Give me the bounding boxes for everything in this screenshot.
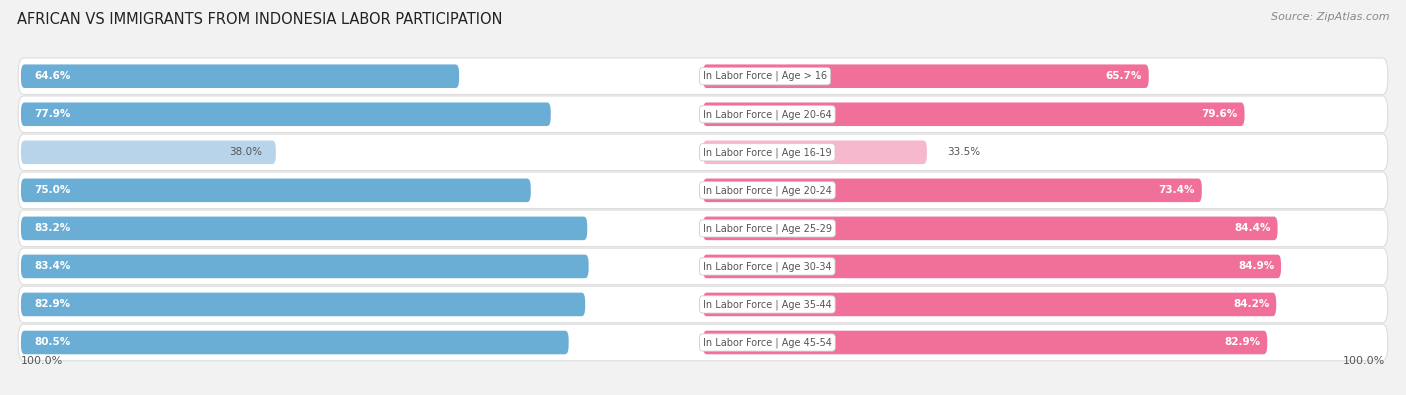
- FancyBboxPatch shape: [18, 286, 1388, 323]
- Text: In Labor Force | Age 20-64: In Labor Force | Age 20-64: [703, 109, 832, 120]
- FancyBboxPatch shape: [21, 255, 589, 278]
- Text: In Labor Force | Age 35-44: In Labor Force | Age 35-44: [703, 299, 832, 310]
- FancyBboxPatch shape: [703, 64, 1149, 88]
- FancyBboxPatch shape: [21, 179, 531, 202]
- FancyBboxPatch shape: [21, 64, 460, 88]
- Text: In Labor Force | Age 16-19: In Labor Force | Age 16-19: [703, 147, 831, 158]
- Text: 84.2%: 84.2%: [1233, 299, 1270, 309]
- FancyBboxPatch shape: [703, 216, 1278, 240]
- FancyBboxPatch shape: [21, 102, 551, 126]
- Text: AFRICAN VS IMMIGRANTS FROM INDONESIA LABOR PARTICIPATION: AFRICAN VS IMMIGRANTS FROM INDONESIA LAB…: [17, 12, 502, 27]
- Text: 33.5%: 33.5%: [948, 147, 981, 157]
- Legend: African, Immigrants from Indonesia: African, Immigrants from Indonesia: [568, 391, 838, 395]
- Text: 77.9%: 77.9%: [35, 109, 72, 119]
- FancyBboxPatch shape: [21, 141, 276, 164]
- Text: In Labor Force | Age > 16: In Labor Force | Age > 16: [703, 71, 827, 81]
- FancyBboxPatch shape: [18, 58, 1388, 94]
- FancyBboxPatch shape: [703, 179, 1202, 202]
- FancyBboxPatch shape: [703, 293, 1277, 316]
- Text: 38.0%: 38.0%: [229, 147, 262, 157]
- FancyBboxPatch shape: [18, 134, 1388, 171]
- FancyBboxPatch shape: [18, 324, 1388, 361]
- Text: 84.9%: 84.9%: [1237, 261, 1274, 271]
- Text: 64.6%: 64.6%: [35, 71, 72, 81]
- FancyBboxPatch shape: [21, 216, 588, 240]
- Text: 75.0%: 75.0%: [35, 185, 72, 196]
- Text: 83.2%: 83.2%: [35, 223, 70, 233]
- Text: 100.0%: 100.0%: [1343, 356, 1385, 366]
- FancyBboxPatch shape: [18, 210, 1388, 246]
- FancyBboxPatch shape: [18, 248, 1388, 285]
- Text: In Labor Force | Age 25-29: In Labor Force | Age 25-29: [703, 223, 832, 233]
- Text: In Labor Force | Age 45-54: In Labor Force | Age 45-54: [703, 337, 832, 348]
- Text: Source: ZipAtlas.com: Source: ZipAtlas.com: [1271, 12, 1389, 22]
- FancyBboxPatch shape: [18, 172, 1388, 209]
- FancyBboxPatch shape: [21, 331, 568, 354]
- Text: 79.6%: 79.6%: [1201, 109, 1237, 119]
- Text: 83.4%: 83.4%: [35, 261, 72, 271]
- FancyBboxPatch shape: [703, 255, 1281, 278]
- FancyBboxPatch shape: [703, 141, 927, 164]
- FancyBboxPatch shape: [703, 102, 1244, 126]
- Text: 65.7%: 65.7%: [1105, 71, 1142, 81]
- Text: In Labor Force | Age 30-34: In Labor Force | Age 30-34: [703, 261, 831, 272]
- Text: 100.0%: 100.0%: [21, 356, 63, 366]
- FancyBboxPatch shape: [18, 96, 1388, 132]
- Text: 84.4%: 84.4%: [1234, 223, 1271, 233]
- Text: 73.4%: 73.4%: [1159, 185, 1195, 196]
- Text: 82.9%: 82.9%: [35, 299, 70, 309]
- Text: 80.5%: 80.5%: [35, 337, 70, 348]
- Text: In Labor Force | Age 20-24: In Labor Force | Age 20-24: [703, 185, 832, 196]
- FancyBboxPatch shape: [703, 331, 1267, 354]
- Text: 82.9%: 82.9%: [1225, 337, 1260, 348]
- FancyBboxPatch shape: [21, 293, 585, 316]
